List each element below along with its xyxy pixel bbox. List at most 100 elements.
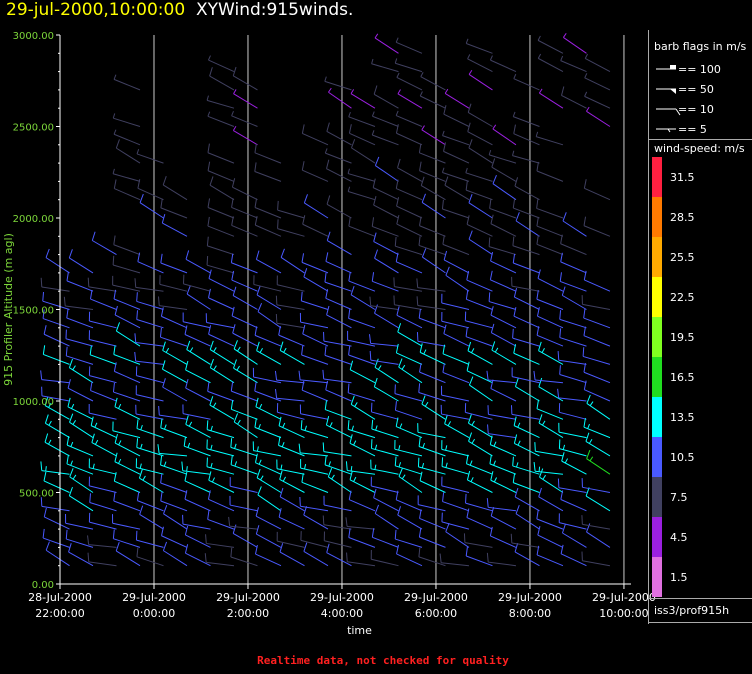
wind-barb [512, 198, 540, 219]
barb-feather [444, 414, 448, 424]
barb-shaft [397, 93, 423, 109]
barb-legend-flag [670, 65, 676, 69]
barb-feather [371, 272, 375, 282]
wind-barb [184, 544, 211, 567]
barb-shaft [348, 317, 376, 329]
barb-shaft [560, 261, 587, 274]
barb-feather [348, 271, 351, 282]
barb-feather [160, 307, 164, 317]
barb-shaft [538, 422, 564, 439]
barb-feather [373, 85, 378, 95]
wind-barb [185, 360, 211, 384]
wind-barb [326, 159, 352, 182]
axes-layer: 0.00500.001000.001500.002000.002500.0030… [2, 31, 656, 637]
wind-barb [416, 296, 446, 310]
barb-shaft [301, 428, 329, 439]
wind-barb [65, 529, 94, 548]
barb-feather [280, 464, 283, 470]
barb-feather [371, 217, 375, 227]
barb-feather [232, 286, 237, 296]
barb-feather [68, 358, 73, 368]
barb-shaft [184, 480, 211, 493]
barb-feather [301, 345, 304, 356]
barb-feather [231, 270, 235, 281]
barb-feather [371, 130, 375, 136]
barb-shaft [585, 495, 611, 512]
barb-shaft [113, 78, 141, 91]
barb-feather [492, 174, 497, 184]
barb-feather [43, 471, 47, 482]
wind-barb [207, 143, 235, 164]
barb-shaft [465, 172, 493, 182]
barb-feather [348, 124, 352, 134]
barb-feather [209, 396, 214, 406]
barb-feather [212, 402, 217, 408]
barb-shaft [418, 446, 446, 457]
wind-barb [490, 306, 517, 329]
barb-shaft [582, 523, 611, 530]
barb-shaft [584, 58, 611, 73]
barb-feather [230, 547, 233, 558]
wind-barb [395, 124, 423, 146]
barb-feather [44, 396, 49, 406]
wind-barb [326, 195, 352, 219]
barb-shaft [302, 169, 329, 182]
x-axis-label: time [347, 624, 372, 637]
barb-feather [511, 150, 515, 156]
barb-feather [114, 305, 118, 316]
barb-shaft [537, 315, 564, 329]
barb-feather [255, 397, 259, 407]
barb-shaft [233, 421, 258, 439]
wind-barb [301, 124, 329, 146]
wind-barb [445, 522, 470, 548]
barb-shaft [208, 498, 235, 512]
wind-barb [205, 313, 235, 329]
wind-barb [349, 360, 376, 384]
barb-feather [488, 237, 491, 247]
wind-barb [397, 89, 423, 109]
barb-feather [583, 308, 586, 319]
barb-feather [493, 441, 497, 447]
wind-barb [370, 459, 399, 475]
barb-feather [324, 272, 327, 283]
barb-shaft [253, 376, 282, 384]
barb-shaft [277, 284, 305, 292]
barb-shaft [350, 294, 376, 310]
wind-barb [228, 516, 258, 530]
barb-shaft [584, 187, 611, 201]
barb-feather [70, 460, 73, 466]
barb-feather [254, 418, 257, 428]
barb-feather [418, 383, 421, 393]
barb-shaft [206, 542, 235, 548]
barb-feather [136, 310, 139, 320]
wind-barb [348, 345, 376, 365]
barb-feather [115, 322, 121, 332]
barb-shaft [563, 37, 587, 54]
wind-barb [112, 255, 141, 274]
barb-feather [206, 236, 209, 246]
barb-feather [583, 363, 586, 373]
barb-shaft [467, 112, 493, 127]
wind-barb [87, 535, 117, 548]
barb-legend-title: barb flags in m/s [654, 40, 747, 53]
barb-shaft [559, 337, 587, 347]
barb-feather [303, 194, 308, 204]
wind-barb [134, 351, 164, 365]
barb-feather [162, 378, 166, 388]
barb-feather [348, 309, 351, 319]
barb-shaft [302, 223, 329, 237]
barb-legend-feather [667, 128, 671, 133]
wind-barb [514, 487, 540, 512]
chart-title: XYWind:915winds. [196, 0, 354, 20]
barb-shaft [162, 350, 188, 365]
barb-feather [42, 528, 45, 539]
barb-shaft [538, 496, 564, 512]
wind-barb [207, 382, 235, 402]
barb-shaft [255, 406, 282, 420]
barb-shaft [419, 225, 446, 237]
speed-label: 10.5 [670, 451, 695, 464]
barb-shaft [350, 93, 376, 109]
barb-shaft [536, 207, 564, 219]
barb-shaft [512, 337, 540, 347]
wind-barb [419, 509, 446, 530]
